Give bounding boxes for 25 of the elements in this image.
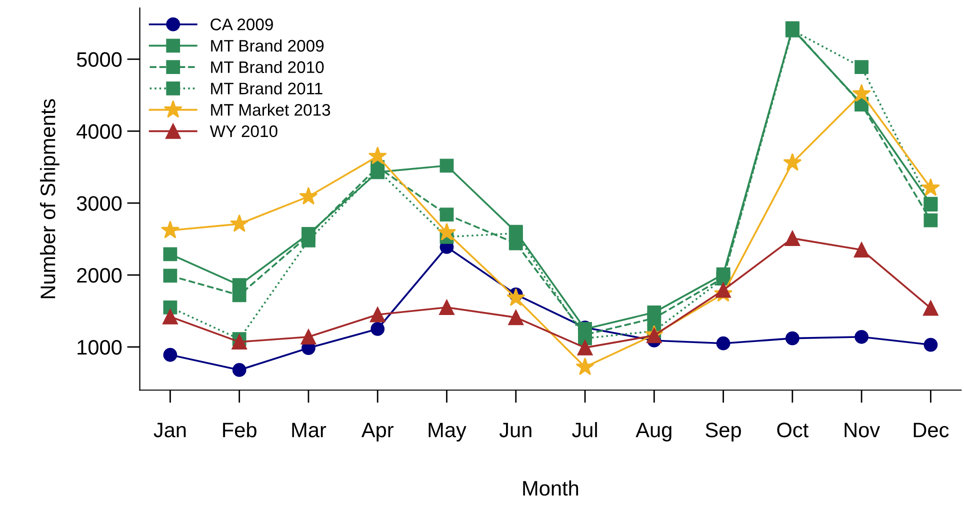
- legend-label: MT Brand 2009: [211, 39, 324, 52]
- y-axis-title: Number of Shipments: [40, 99, 60, 298]
- x-tick-label: Sep: [706, 422, 741, 442]
- x-tick-label: Nov: [844, 422, 880, 438]
- y-tick-label: 3000: [76, 196, 122, 211]
- x-tick-label: May: [428, 422, 466, 442]
- x-axis-title: Month: [523, 480, 578, 496]
- x-tick-label: Jul: [572, 422, 597, 438]
- legend-label: MT Brand 2011: [211, 82, 322, 94]
- x-tick-label: Feb: [223, 422, 256, 438]
- y-tick-label: 5000: [76, 52, 122, 67]
- x-tick-label: Jun: [499, 422, 532, 438]
- x-tick-label: Jan: [154, 422, 186, 438]
- legend-label: CA 2009: [210, 18, 273, 30]
- x-tick-label: Dec: [914, 422, 949, 438]
- x-tick-label: Apr: [361, 422, 394, 442]
- y-tick-label: 2000: [77, 268, 122, 283]
- x-tick-label: Oct: [777, 422, 808, 438]
- y-tick-label: 1000: [78, 340, 122, 355]
- legend-label: WY 2010: [210, 125, 278, 138]
- x-tick-label: Aug: [636, 422, 672, 442]
- x-tick-label: Mar: [292, 422, 326, 438]
- legend-label: MT Market 2013: [211, 104, 330, 116]
- legend-label: MT Brand 2010: [211, 60, 324, 74]
- y-tick-label: 4000: [76, 124, 122, 139]
